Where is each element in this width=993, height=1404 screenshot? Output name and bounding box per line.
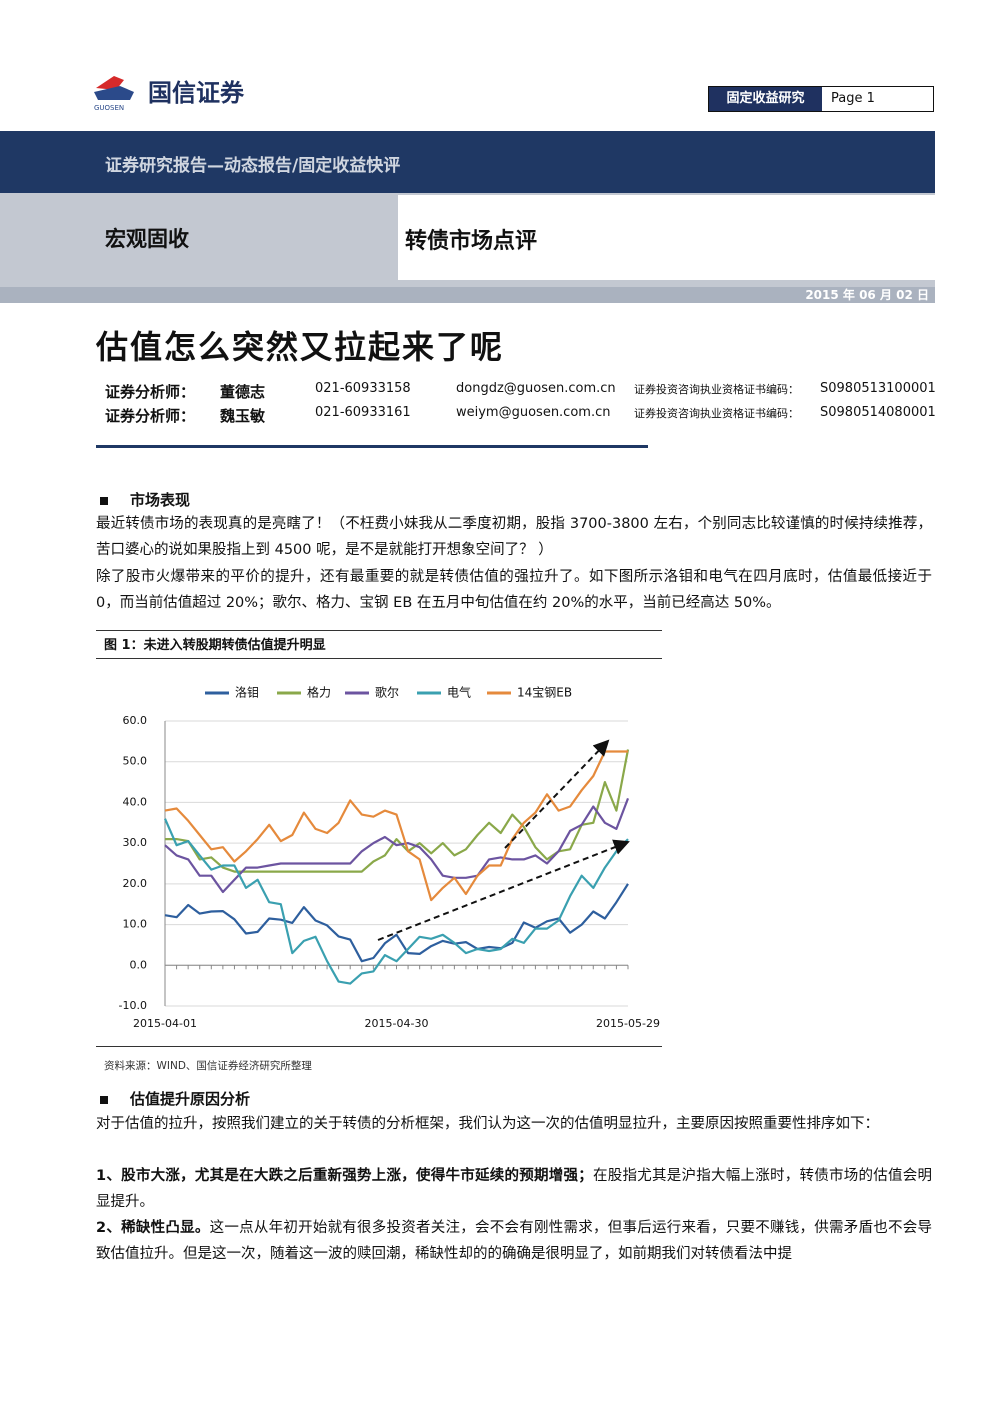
report-type: 证券研究报告—动态报告/固定收益快评 — [105, 156, 401, 176]
figure-rule — [96, 658, 662, 659]
list-item: 2、稀缺性凸显。这一点从年初开始就有很多投资者关注，会不会有刚性需求，但事后运行… — [96, 1215, 932, 1267]
doc-title: 估值怎么突然又拉起来了呢 — [96, 328, 505, 366]
legend-label: 电气 — [447, 685, 471, 700]
logo-mark — [94, 86, 134, 100]
analyst-name: 董德志 — [220, 383, 266, 401]
logo-mark — [96, 76, 124, 90]
heading-text: 市场表现 — [130, 491, 191, 509]
series-line — [164, 798, 630, 894]
series-line — [164, 750, 628, 902]
series-line — [164, 883, 629, 963]
series-line — [163, 818, 629, 985]
legend-label: 歌尔 — [375, 685, 399, 700]
figure-rule — [96, 1046, 662, 1047]
topic-box: 转债市场点评 — [398, 195, 935, 280]
analyst-name: 魏玉敏 — [220, 407, 266, 425]
analyst-email: dongdz@guosen.com.cn — [456, 381, 616, 396]
logo-text: 国信证券 — [148, 79, 245, 107]
paragraph: 最近转债市场的表现真的是亮瞎了！（不枉费小妹我从二季度初期，股指 3700-38… — [96, 516, 932, 558]
list-item: 1、股市大涨，尤其是在大跌之后重新强势上涨，使得牛市延续的预期增强；在股指尤其是… — [96, 1163, 932, 1215]
cert-label: 证券投资咨询执业资格证书编码： — [634, 383, 799, 396]
section-heading: 估值提升原因分析 — [100, 1088, 250, 1109]
trend-arrow — [377, 839, 630, 941]
category: 宏观固收 — [105, 227, 189, 251]
analyst-email: weiym@guosen.com.cn — [456, 405, 611, 420]
logo-en: GUOSEN — [94, 104, 124, 112]
paragraph: 除了股市火爆带来的平价的提升，还有最重要的就是转债估值的强拉升了。如下图所示洛钼… — [96, 569, 932, 611]
analyst-label: 证券分析师： — [105, 407, 196, 425]
analyst-phone: 021-60933158 — [315, 381, 411, 396]
logo: 国信证券 GUOSEN — [94, 76, 245, 112]
y-tick-label: 10.0 — [123, 918, 148, 931]
category-band: 宏观固收 转债市场点评 — [0, 193, 935, 287]
figure-caption: 图 1：未进入转股期转债估值提升明显 — [104, 638, 326, 653]
item-text: 这一点从年初开始就有很多投资者关注，会不会有刚性需求，但事后运行来看，只要不赚钱… — [96, 1220, 932, 1262]
banner-bar: 证券研究报告—动态报告/固定收益快评 — [0, 131, 935, 193]
x-tick-label: 2015-04-30 — [365, 1017, 429, 1030]
y-tick-label: -10.0 — [119, 999, 147, 1012]
figure-rule — [96, 630, 662, 631]
cert-number: S0980513100001 — [820, 381, 936, 396]
analyst-phone: 021-60933161 — [315, 405, 411, 420]
item-lead: 1、股市大涨，尤其是在大跌之后重新强势上涨，使得牛市延续的预期增强； — [96, 1168, 593, 1184]
figure-source: 资料来源：WIND、国信证券经济研究所整理 — [104, 1060, 312, 1072]
y-tick-label: 40.0 — [123, 795, 148, 808]
date-bar: 2015 年 06 月 02 日 — [0, 287, 935, 303]
cert-number: S0980514080001 — [820, 405, 936, 420]
x-tick-label: 2015-05-29 — [596, 1017, 660, 1030]
y-tick-label: 60.0 — [123, 714, 148, 727]
dept-label: 固定收益研究 — [709, 87, 822, 111]
date: 2015 年 06 月 02 日 — [805, 288, 929, 302]
y-tick-label: 50.0 — [123, 755, 148, 768]
y-tick-label: 20.0 — [123, 877, 148, 890]
y-tick-label: 0.0 — [130, 958, 148, 971]
topic: 转债市场点评 — [405, 229, 538, 254]
cert-label: 证券投资咨询执业资格证书编码： — [634, 407, 799, 420]
rule — [96, 445, 648, 448]
heading-text: 估值提升原因分析 — [130, 1090, 251, 1108]
chart: -10.0 0.0 10.0 20.0 30.0 40.0 50.0 60.0 2015-04-… — [119, 685, 660, 1031]
item-text: 在股指尤其是沪指大幅上涨时，转债市场的估值会明显提升。 — [96, 1168, 932, 1210]
legend-label: 格力 — [307, 685, 331, 700]
legend-label: 洛钼 — [235, 685, 259, 700]
item-lead: 2、稀缺性凸显。 — [96, 1220, 210, 1236]
analyst-label: 证券分析师： — [105, 383, 196, 401]
y-tick-label: 30.0 — [123, 836, 148, 849]
legend-label: 14宝钢EB — [517, 686, 572, 700]
page-number: Page 1 — [831, 91, 875, 106]
paragraph: 对于估值的拉升，按照我们建立的关于转债的分析框架，我们认为这一次的估值明显拉升，… — [96, 1116, 879, 1132]
page-box: 固定收益研究 Page 1 — [708, 86, 934, 112]
trend-arrow — [504, 739, 610, 849]
section-heading: 市场表现 — [100, 489, 190, 510]
x-tick-label: 2015-04-01 — [133, 1017, 197, 1030]
